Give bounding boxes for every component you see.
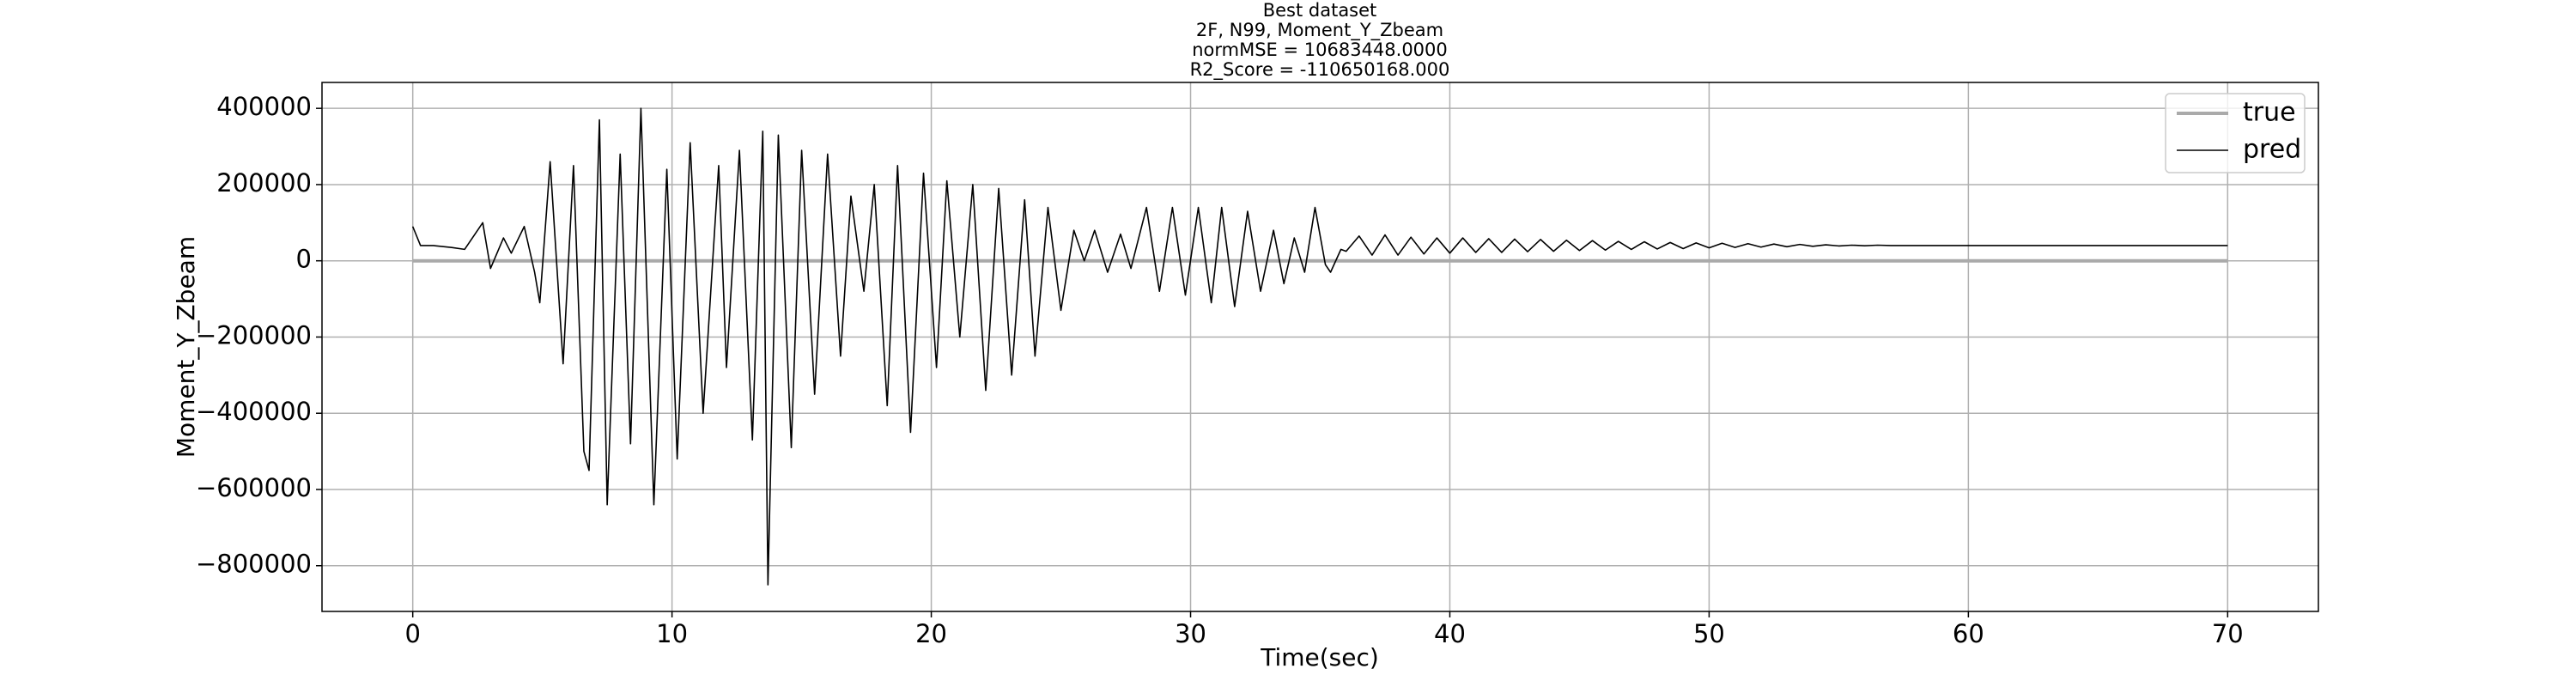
x-tick-label: 50	[1693, 619, 1725, 648]
x-tick-label: 60	[1953, 619, 1984, 648]
x-tick-label: 20	[915, 619, 947, 648]
chart-title: normMSE = 10683448.0000	[1192, 40, 1448, 60]
x-tick-label: 0	[404, 619, 420, 648]
chart-title: R2_Score = -110650168.000	[1190, 59, 1450, 81]
plot-frame	[321, 82, 2319, 612]
x-tick-label: 30	[1175, 619, 1206, 648]
y-axis-label: Moment_Y_Zbeam	[172, 236, 200, 458]
y-tick-label: −400000	[196, 397, 312, 426]
series-line	[411, 107, 2228, 586]
x-axis-label: Time(sec)	[1260, 643, 1379, 672]
y-tick-label: −800000	[196, 550, 312, 579]
legend-label: pred	[2243, 135, 2301, 165]
y-tick-label: 400000	[216, 92, 312, 121]
x-tick-label: 70	[2212, 619, 2244, 648]
x-tick-label: 10	[656, 619, 688, 648]
chart-title: 2F, N99, Moment_Y_Zbeam	[1196, 20, 1443, 41]
y-tick-label: 0	[296, 245, 312, 274]
y-tick-label: −200000	[196, 320, 312, 350]
x-tick-label: 40	[1434, 619, 1466, 648]
y-tick-label: −600000	[196, 473, 312, 502]
legend: true pred	[2165, 93, 2306, 173]
y-tick-label: 200000	[216, 168, 312, 198]
legend-label: true	[2243, 98, 2296, 128]
chart-title: Best dataset	[1263, 0, 1377, 21]
